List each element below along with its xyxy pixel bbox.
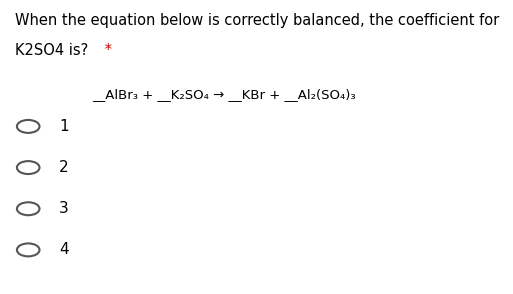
Text: 2: 2: [59, 160, 69, 175]
Text: When the equation below is correctly balanced, the coefficient for: When the equation below is correctly bal…: [15, 13, 500, 28]
Text: 1: 1: [59, 119, 69, 134]
Text: *: *: [100, 43, 112, 58]
Text: 3: 3: [59, 201, 69, 216]
Text: __AlBr₃ + __K₂SO₄ → __KBr + __Al₂(SO₄)₃: __AlBr₃ + __K₂SO₄ → __KBr + __Al₂(SO₄)₃: [92, 88, 356, 101]
Text: 4: 4: [59, 242, 69, 258]
Text: K2SO4 is?: K2SO4 is?: [15, 43, 89, 58]
